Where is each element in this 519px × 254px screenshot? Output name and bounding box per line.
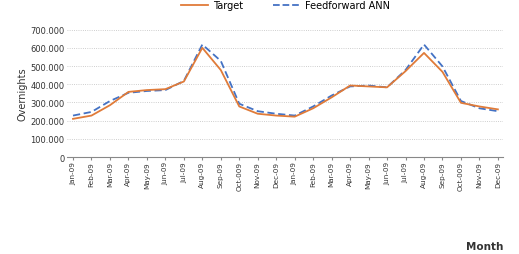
Target — [421, 52, 427, 55]
Feedforward ANN — [365, 85, 372, 88]
Target — [495, 108, 501, 112]
Feedforward ANN — [495, 110, 501, 113]
Legend: Target, Feedforward ANN: Target, Feedforward ANN — [177, 0, 393, 15]
Target — [162, 88, 169, 91]
Feedforward ANN — [107, 100, 113, 103]
Target — [273, 115, 279, 118]
Target — [476, 105, 483, 108]
Target — [125, 91, 131, 94]
Target — [347, 85, 353, 88]
Text: Month: Month — [466, 242, 503, 251]
Feedforward ANN — [125, 92, 131, 95]
Target — [88, 115, 94, 118]
Target — [107, 104, 113, 107]
Target — [70, 118, 76, 121]
Target — [217, 69, 224, 72]
Target — [236, 105, 242, 108]
Target — [440, 71, 446, 74]
Target — [292, 116, 298, 119]
Feedforward ANN — [88, 111, 94, 114]
Feedforward ANN — [162, 89, 169, 92]
Target — [144, 89, 150, 92]
Feedforward ANN — [144, 90, 150, 93]
Feedforward ANN — [347, 86, 353, 89]
Feedforward ANN — [402, 69, 408, 72]
Feedforward ANN — [255, 110, 261, 113]
Line: Target: Target — [73, 49, 498, 119]
Feedforward ANN — [384, 86, 390, 89]
Feedforward ANN — [181, 80, 187, 83]
Feedforward ANN — [458, 100, 464, 103]
Feedforward ANN — [421, 44, 427, 47]
Feedforward ANN — [217, 60, 224, 63]
Target — [199, 47, 206, 50]
Target — [402, 70, 408, 73]
Feedforward ANN — [70, 115, 76, 118]
Feedforward ANN — [329, 95, 335, 98]
Target — [458, 102, 464, 105]
Line: Feedforward ANN: Feedforward ANN — [73, 45, 498, 116]
Feedforward ANN — [476, 107, 483, 110]
Feedforward ANN — [292, 115, 298, 118]
Target — [255, 113, 261, 116]
Target — [329, 97, 335, 100]
Target — [310, 107, 316, 110]
Y-axis label: Overnights: Overnights — [18, 67, 28, 121]
Feedforward ANN — [440, 66, 446, 69]
Feedforward ANN — [236, 103, 242, 106]
Target — [181, 81, 187, 84]
Target — [384, 86, 390, 89]
Feedforward ANN — [310, 105, 316, 108]
Feedforward ANN — [273, 113, 279, 116]
Feedforward ANN — [199, 44, 206, 47]
Target — [365, 86, 372, 89]
